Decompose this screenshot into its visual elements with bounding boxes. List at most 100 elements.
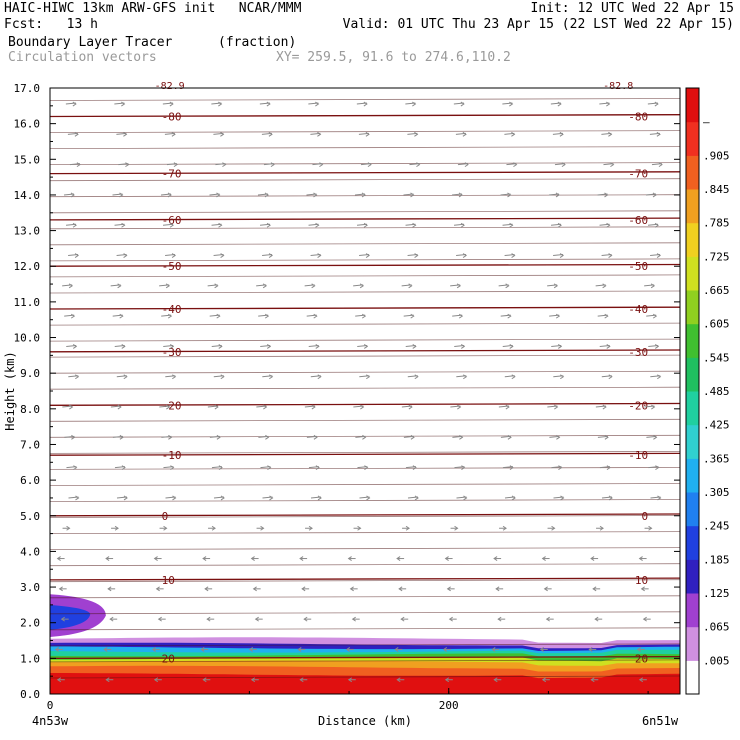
- y-tick-label: 15.0: [14, 153, 41, 166]
- colorbar: .005 .065 .125 .185 .245 .305 .365 .425 .485 .545…: [685, 87, 730, 695]
- vector-arrowhead: [446, 586, 451, 592]
- colorbar-frame: [685, 87, 700, 695]
- vector-arrowhead: [654, 344, 660, 349]
- vector-arrowhead: [414, 131, 419, 137]
- vector-arrowhead: [410, 192, 415, 198]
- vector-arrowhead: [315, 222, 320, 228]
- vector-arrowhead: [54, 647, 60, 652]
- vector-arrowhead: [56, 677, 62, 683]
- vector-arrowhead: [511, 131, 516, 137]
- isentrope-line: [49, 418, 681, 422]
- vector-arrowhead: [509, 465, 514, 471]
- isentrope-line: [49, 579, 681, 583]
- vector-arrowhead: [560, 495, 565, 501]
- vector-arrowhead: [638, 556, 643, 561]
- vector-arrowhead: [169, 344, 175, 349]
- y-tick-label: 5.0: [20, 510, 40, 523]
- vector-arrowhead: [554, 404, 559, 410]
- vector-arrowhead: [125, 162, 130, 168]
- vector-arrowhead: [551, 525, 556, 531]
- vector-arrowhead: [608, 495, 613, 501]
- colorbar-swatch: [686, 559, 699, 594]
- vector-arrowhead: [648, 525, 653, 531]
- vector-arrowhead: [270, 162, 275, 168]
- vector-arrowhead: [311, 283, 316, 289]
- temperature-contour: [49, 171, 681, 175]
- vector-arrowhead: [464, 162, 469, 168]
- vector-arrowhead: [364, 465, 369, 471]
- contour-label: 20: [635, 652, 648, 665]
- isentrope-line: [49, 563, 681, 567]
- vector-arrowhead: [69, 404, 74, 410]
- vector-arrowhead: [495, 586, 500, 592]
- colorbar-swatch: [686, 323, 699, 358]
- vector-arrowhead: [654, 222, 659, 228]
- vector-arrowhead: [608, 131, 613, 137]
- vector-arrowhead: [153, 677, 159, 683]
- valid-time: Valid: 01 UTC Thu 23 Apr 15 (22 LST Wed …: [342, 17, 734, 32]
- vector-arrowhead: [414, 253, 419, 258]
- vector-arrowhead: [109, 616, 114, 622]
- vector-arrowhead: [218, 465, 223, 471]
- vector-arrowhead: [656, 253, 662, 258]
- isentrope-line: [49, 226, 681, 230]
- vector-arrowhead: [303, 616, 308, 622]
- contour-label: 10: [635, 574, 648, 587]
- vector-arrowhead: [262, 283, 268, 289]
- vector-arrowhead: [123, 253, 128, 258]
- temperature-contour: [49, 349, 681, 353]
- vector-arrowhead: [511, 374, 516, 380]
- vector-arrowhead: [602, 404, 607, 410]
- vector-arrowhead: [66, 525, 71, 531]
- contour-label: -60: [162, 214, 182, 227]
- isentrope-line: [49, 659, 681, 663]
- vector-arrowhead: [105, 556, 110, 561]
- vector-arrowhead: [560, 374, 565, 380]
- colorbar-label: .605: [703, 318, 730, 331]
- contour-label: -50: [162, 260, 182, 273]
- vector-arrowhead: [363, 101, 368, 107]
- vector-arrowhead: [361, 192, 366, 198]
- vector-arrowhead: [657, 374, 662, 380]
- vector-arrowhead: [315, 344, 320, 349]
- colorbar-swatch: [686, 593, 699, 628]
- vector-arrowhead: [654, 101, 659, 107]
- vector-arrowhead: [74, 131, 79, 137]
- vector-arrowhead: [269, 495, 274, 501]
- contour-label: -80: [162, 111, 182, 124]
- vector-arrowhead: [543, 586, 548, 592]
- vector-arrowhead: [347, 556, 352, 561]
- vector-arrowhead: [460, 222, 465, 228]
- vector-arrowhead: [119, 313, 124, 319]
- vector-arrowhead: [351, 616, 356, 622]
- vector-arrowhead: [606, 344, 611, 349]
- vector-arrowhead: [216, 434, 221, 440]
- x-tick-label: 0: [47, 699, 54, 712]
- field-name: Boundary Layer Tracer: [8, 35, 173, 50]
- vector-arrowhead: [103, 647, 108, 652]
- vector-arrowhead: [513, 162, 518, 168]
- colorbar-swatch: [686, 525, 699, 560]
- vector-arrowhead: [202, 556, 207, 561]
- vector-arrowhead: [408, 404, 413, 410]
- vector-arrowhead: [202, 677, 207, 683]
- vector-arrowhead: [121, 101, 126, 107]
- vector-arrowhead: [557, 222, 562, 228]
- vector-arrowhead: [405, 525, 410, 531]
- colorbar-label: .065: [703, 621, 730, 634]
- plot-axes: 0.0 1.0 2.0 3.0 4.0 5.0 6.0 7.0 8.0 9.0 10.0 11.0 12…: [3, 82, 681, 728]
- colorbar-label: .785: [703, 217, 730, 230]
- tracer-band: [50, 673, 680, 694]
- vector-arrowhead: [254, 616, 259, 622]
- colorbar-swatch: [686, 121, 699, 156]
- colorbar-label: .245: [703, 520, 730, 533]
- vector-arrowhead: [655, 465, 660, 471]
- y-tick-label: 2.0: [20, 617, 40, 630]
- temperature-contour: [49, 513, 681, 517]
- vector-arrowhead: [72, 222, 77, 228]
- vector-arrowhead: [394, 647, 399, 652]
- vector-arrowhead: [123, 374, 128, 380]
- vector-arrowhead: [414, 495, 419, 501]
- vector-arrowhead: [313, 434, 318, 440]
- vector-arrowhead: [317, 253, 322, 258]
